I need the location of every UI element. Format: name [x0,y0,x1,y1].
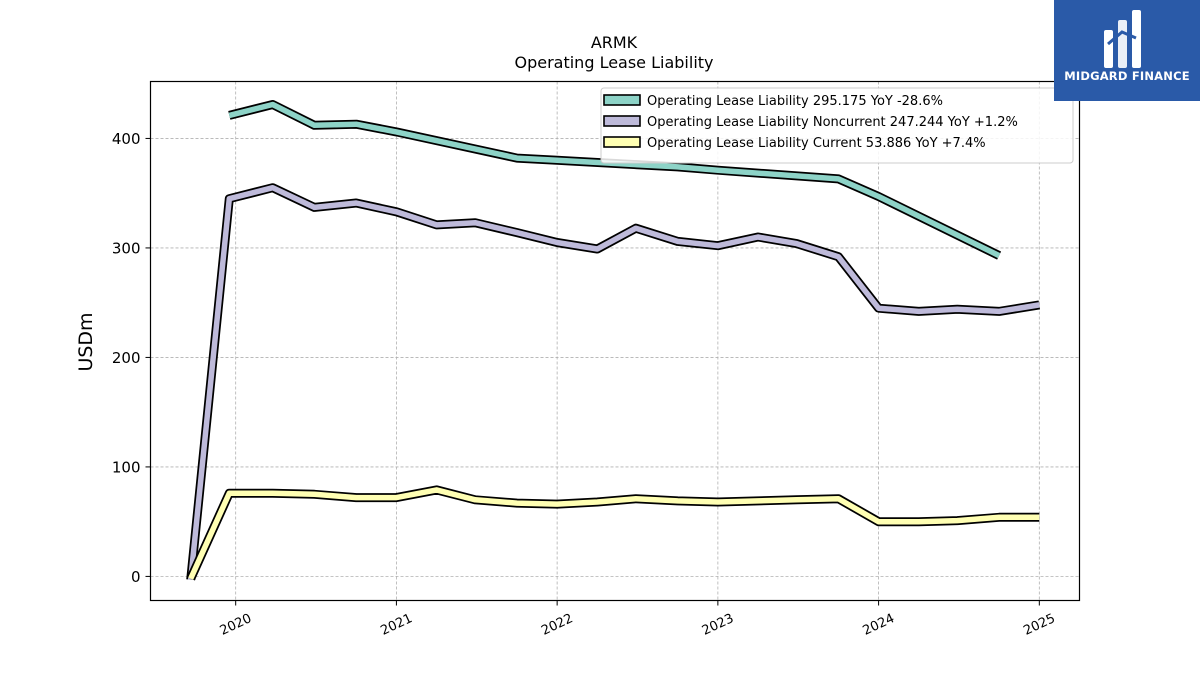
x-tick-label: 2025 [1021,611,1057,639]
series-stroke [228,101,1001,259]
y-tick-label: 100 [112,458,141,476]
legend-swatch [603,115,641,127]
x-tick-label: 2024 [861,611,897,639]
x-axis: 2020 2021 2022 2023 2024 2025 [218,600,1058,639]
x-tick-label: 2023 [700,611,736,639]
y-axis-label: USDm [75,312,97,371]
series-stroke [188,487,1040,580]
x-tick-label: 2020 [218,611,254,639]
y-tick-label: 0 [131,568,141,586]
series-line-3 [186,485,1040,581]
legend-label: Operating Lease Liability Noncurrent 247… [647,115,1018,130]
y-tick-label: 200 [112,349,141,367]
chart-title: ARMK [591,33,638,52]
legend-box [600,87,1074,164]
x-tick-label: 2022 [539,611,575,639]
brand-logo: MIDGARD FINANCE [1054,0,1200,101]
legend-label: Operating Lease Liability Current 53.886… [647,136,986,151]
y-tick-label: 400 [112,130,141,148]
midgard-logo-icon [1104,10,1141,68]
legend-swatch [603,94,641,106]
logo-text: MIDGARD FINANCE [1064,69,1190,83]
legend-swatch [603,136,641,148]
series-layer [186,100,1041,581]
y-axis: 0 100 200 300 400 [112,130,151,586]
legend-label: Operating Lease Liability 295.175 YoY -2… [647,94,943,109]
series-line-1 [228,100,1002,260]
y-tick-label: 300 [112,239,141,257]
x-tick-label: 2021 [378,611,414,639]
plot-frame [149,80,1081,602]
chart-subtitle: Operating Lease Liability [514,53,713,72]
series-line-2 [186,183,1041,581]
series-stroke [187,184,1040,580]
legend: Operating Lease Liability 295.175 YoY -2… [600,87,1074,164]
